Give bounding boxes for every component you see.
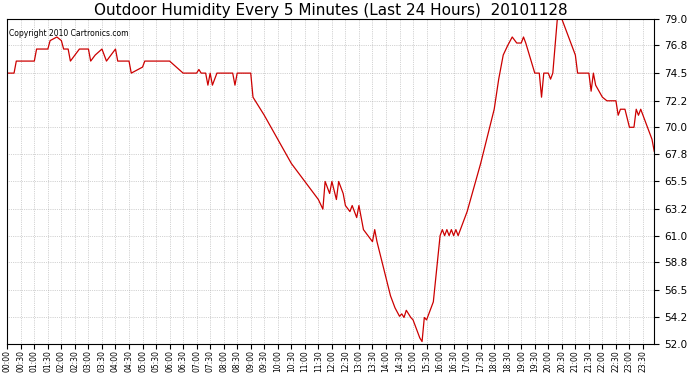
Text: Copyright 2010 Cartronics.com: Copyright 2010 Cartronics.com [9, 29, 129, 38]
Title: Outdoor Humidity Every 5 Minutes (Last 24 Hours)  20101128: Outdoor Humidity Every 5 Minutes (Last 2… [94, 3, 568, 18]
